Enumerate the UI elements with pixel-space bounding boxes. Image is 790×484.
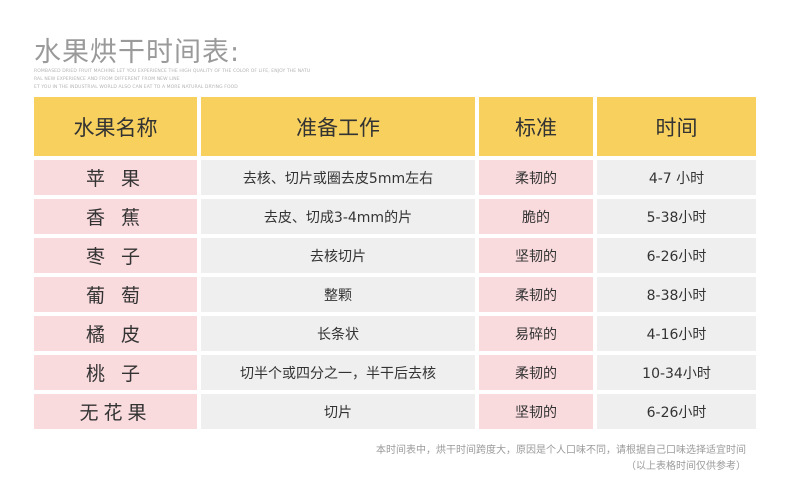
- table-row: 无花果 切片 坚韧的 6-26小时: [34, 394, 756, 429]
- footnote-line: 本时间表中，烘干时间跨度大，原因是个人口味不同，请根据自己口味选择适宜时间: [376, 445, 746, 456]
- fruit-name-cell: 香 蕉: [34, 199, 197, 234]
- english-subtitle: ROMBASED DRIED FRUIT MACHINE LET YOU EXP…: [34, 68, 364, 92]
- table-row: 桃 子 切半个或四分之一，半干后去核 柔韧的 10-34小时: [34, 355, 756, 390]
- footnote: 本时间表中，烘干时间跨度大，原因是个人口味不同，请根据自己口味选择适宜时间 （以…: [376, 443, 746, 475]
- subtitle-line: RAL NEW EXPERIENCE AND FROM DIFFERENT FR…: [34, 77, 180, 82]
- subtitle-line: ET YOU IN THE INDUSTRIAL WORLD ALSO CAN …: [34, 85, 238, 90]
- time-cell: 10-34小时: [597, 355, 756, 390]
- time-cell: 4-16小时: [597, 316, 756, 351]
- preparation-cell: 整颗: [201, 277, 475, 312]
- drying-time-table: 水果名称 准备工作 标准 时间 苹 果 去核、切片或圈去皮5mm左右 柔韧的 4…: [34, 97, 756, 433]
- fruit-name-cell: 桃 子: [34, 355, 197, 390]
- table-header-row: 水果名称 准备工作 标准 时间: [34, 97, 756, 156]
- time-cell: 5-38小时: [597, 199, 756, 234]
- time-cell: 6-26小时: [597, 238, 756, 273]
- standard-cell: 脆的: [479, 199, 593, 234]
- header-time: 时间: [597, 97, 756, 156]
- page-title: 水果烘干时间表:: [34, 37, 241, 68]
- subtitle-line: ROMBASED DRIED FRUIT MACHINE LET YOU EXP…: [34, 69, 311, 74]
- fruit-name-cell: 葡 萄: [34, 277, 197, 312]
- preparation-cell: 切片: [201, 394, 475, 429]
- table-row: 香 蕉 去皮、切成3-4mm的片 脆的 5-38小时: [34, 199, 756, 234]
- preparation-cell: 去核、切片或圈去皮5mm左右: [201, 160, 475, 195]
- preparation-cell: 长条状: [201, 316, 475, 351]
- standard-cell: 柔韧的: [479, 160, 593, 195]
- time-cell: 4-7 小时: [597, 160, 756, 195]
- preparation-cell: 去皮、切成3-4mm的片: [201, 199, 475, 234]
- standard-cell: 易碎的: [479, 316, 593, 351]
- table-row: 橘 皮 长条状 易碎的 4-16小时: [34, 316, 756, 351]
- fruit-name-cell: 枣 子: [34, 238, 197, 273]
- time-cell: 8-38小时: [597, 277, 756, 312]
- standard-cell: 坚韧的: [479, 394, 593, 429]
- time-cell: 6-26小时: [597, 394, 756, 429]
- fruit-name-cell: 橘 皮: [34, 316, 197, 351]
- fruit-name-cell: 苹 果: [34, 160, 197, 195]
- table-row: 枣 子 去核切片 坚韧的 6-26小时: [34, 238, 756, 273]
- preparation-cell: 切半个或四分之一，半干后去核: [201, 355, 475, 390]
- standard-cell: 柔韧的: [479, 277, 593, 312]
- preparation-cell: 去核切片: [201, 238, 475, 273]
- table-row: 苹 果 去核、切片或圈去皮5mm左右 柔韧的 4-7 小时: [34, 160, 756, 195]
- header-standard: 标准: [479, 97, 593, 156]
- header-fruit-name: 水果名称: [34, 97, 197, 156]
- standard-cell: 坚韧的: [479, 238, 593, 273]
- header-preparation: 准备工作: [201, 97, 475, 156]
- footnote-line: （以上表格时间仅供参考）: [626, 461, 746, 472]
- standard-cell: 柔韧的: [479, 355, 593, 390]
- fruit-name-cell: 无花果: [34, 394, 197, 429]
- table-row: 葡 萄 整颗 柔韧的 8-38小时: [34, 277, 756, 312]
